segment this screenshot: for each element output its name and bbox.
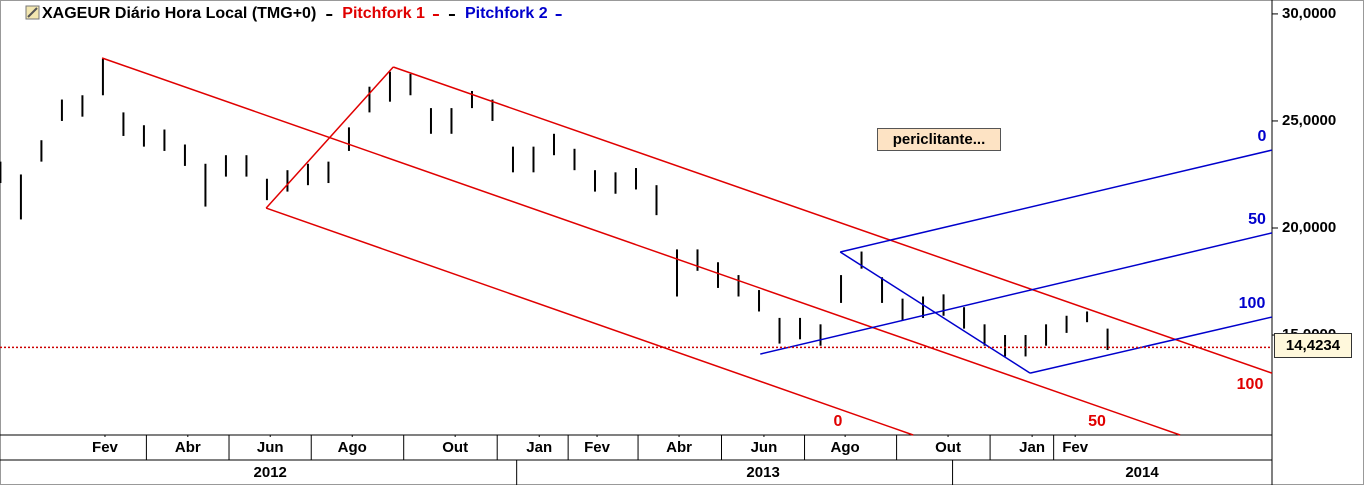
- pitchfork-line: [392, 66, 1273, 374]
- pitchfork-level: 50: [1088, 413, 1106, 430]
- legend-entry: Pitchfork 1: [342, 5, 425, 22]
- x-tick-label: Jun: [257, 439, 284, 456]
- pitchfork-level: 100: [1239, 295, 1266, 312]
- year-label: 2013: [746, 464, 779, 481]
- pitchfork-line: [760, 232, 1273, 355]
- pitchfork-line: [1029, 316, 1273, 374]
- pitchfork-line: [265, 207, 914, 436]
- last-price-label: 14,4234: [1274, 333, 1352, 358]
- y-tick-label: 30,0000: [1282, 5, 1336, 22]
- x-tick-label: Abr: [666, 439, 692, 456]
- x-tick-label: Ago: [338, 439, 367, 456]
- x-tick-label: Fev: [1062, 439, 1089, 456]
- chart-title: XAGEUR Diário Hora Local (TMG+0): [42, 5, 316, 22]
- year-label: 2012: [254, 464, 287, 481]
- x-tick-label: Abr: [175, 439, 201, 456]
- year-label: 2014: [1125, 464, 1159, 481]
- pitchfork-level: 0: [834, 413, 843, 430]
- pitchfork-line: [101, 57, 1181, 436]
- legend-entry: Pitchfork 2: [465, 5, 548, 22]
- pitchfork-level: 0: [1258, 128, 1267, 145]
- x-tick-label: Fev: [584, 439, 611, 456]
- pitchfork-level: 50: [1248, 211, 1266, 228]
- x-tick-label: Jan: [526, 439, 552, 456]
- x-tick-label: Ago: [831, 439, 860, 456]
- x-tick-label: Out: [935, 439, 961, 456]
- x-tick-label: Out: [442, 439, 468, 456]
- x-tick-label: Jun: [751, 439, 778, 456]
- y-tick-label: 20,0000: [1282, 219, 1336, 236]
- x-tick-label: Jan: [1019, 439, 1045, 456]
- pencil-icon: [25, 5, 40, 20]
- pitchfork-level: 100: [1237, 376, 1264, 393]
- annotation: periclitante...: [877, 128, 1001, 151]
- y-tick-label: 25,0000: [1282, 112, 1336, 129]
- x-tick-label: Fev: [92, 439, 119, 456]
- pitchfork-line: [840, 149, 1273, 253]
